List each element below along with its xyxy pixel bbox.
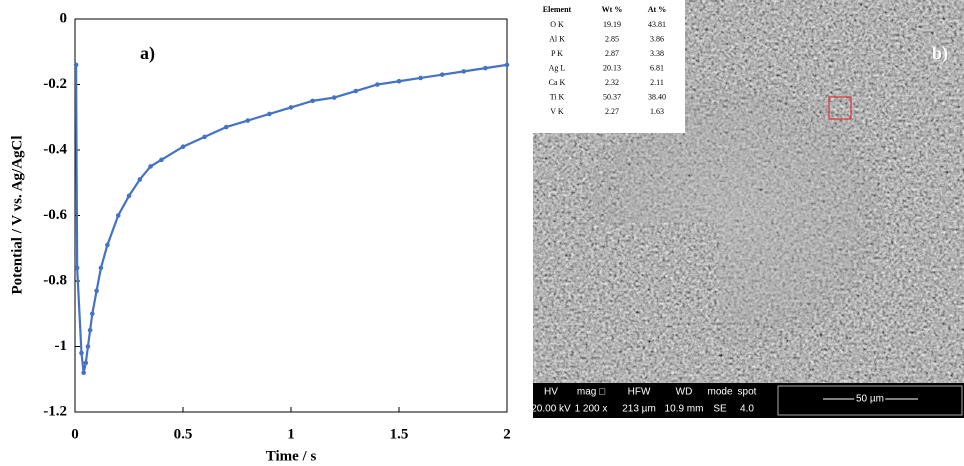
table-cell: 2.11 [650,78,664,87]
table-cell: Ti K [550,92,565,101]
table-cell: 2.27 [605,107,619,116]
data-point [85,344,91,349]
table-cell: 2.85 [605,34,619,43]
y-tick-label: -0.8 [43,272,67,288]
data-point [73,62,79,68]
table-cell: V K [550,107,564,116]
info-value: 20.00 kV [531,404,571,415]
info-label: mode [707,387,732,398]
data-point [98,265,104,271]
data-point [126,193,132,199]
x-tick-label: 0 [71,426,79,442]
data-point [418,75,423,81]
plot-area: 0-0.2-0.4-0.6-0.8-1-1.20 0.5 1 1.5 2 [43,10,511,442]
y-tick-label: -0.2 [43,76,67,92]
data-point [439,72,445,77]
y-tick-label: -1.2 [43,403,67,419]
x-tick-label: 1 [287,426,295,442]
info-label: HV [544,387,558,398]
zoom-box [828,96,852,120]
table-cell: 6.81 [650,63,664,72]
table-cell: 2.87 [605,49,619,58]
data-point [202,134,207,140]
table-cell: 50.37 [603,92,621,101]
data-point [137,177,143,182]
plot-frame [74,18,508,413]
data-point [83,360,89,366]
table-cell: Al K [549,34,565,43]
data-point [353,88,359,94]
info-label: spot [738,387,757,398]
scale-box [777,385,963,416]
data-point [159,157,164,163]
data-point [79,350,84,356]
sem-image: b) Element Wt % At % O K 19.19 43.81 Al K 2.85 3… [531,0,964,418]
data-point [483,65,488,71]
table-cell: 3.38 [650,49,664,58]
table-cell: O K [550,20,564,29]
x-tick-label: 1.5 [390,426,409,442]
data-point [81,370,86,376]
data-point [74,265,80,271]
y-tick-label: -0.6 [43,207,67,223]
y-axis-label: Potential / V vs. Ag/AgCl [9,135,25,294]
info-label: WD [676,387,693,398]
table-cell: 19.19 [603,20,621,29]
data-point [331,95,337,100]
y-tick-label: 0 [60,10,68,26]
data-point [89,311,95,317]
data-point [288,105,294,110]
data-point [267,111,272,117]
info-value: 10.9 mm [665,404,704,415]
data-point [94,288,99,294]
x-axis-label: Time / s [266,448,317,464]
table-cell: Ca K [549,78,566,87]
scale-label: 50 µm [856,394,884,405]
info-value: 4.0 [740,404,754,415]
data-point [105,242,110,248]
data-point [504,62,510,68]
info-bar-text: HV 20.00 kV mag □ 1 200 x HFW 213 µm WD 10.9 mm… [531,387,756,415]
data-point [461,69,467,74]
x-tick-label: 2 [503,426,511,442]
table-cell: 43.81 [648,20,666,29]
x-tick-label: 0.5 [174,426,193,442]
y-tick-label: -0.4 [43,141,67,157]
data-line [74,63,508,373]
table-bg [533,0,685,133]
panel-label: a) [140,43,155,64]
panel-label: b) [932,43,948,64]
info-value: SE [713,404,727,415]
table-cell: 3.86 [650,34,664,43]
data-point [223,124,229,130]
table-cell: Ag L [549,63,566,72]
data-point [245,118,251,123]
table-header: Wt % [602,5,623,14]
info-value: 1 200 x [575,404,608,415]
info-label: mag □ [577,387,605,398]
data-point [310,98,315,104]
table-cell: 38.40 [648,92,666,101]
table-cell: 1.63 [650,107,664,116]
table-header: Element [543,5,572,14]
inset-image [532,222,720,384]
info-label: HFW [628,387,651,398]
table-cell: P K [551,49,563,58]
info-value: 213 µm [622,404,656,415]
eds-table: Element Wt % At % O K 19.19 43.81 Al K 2.85 3.86… [543,5,666,116]
y-tick-label: -1 [55,338,68,354]
data-point [115,213,121,218]
data-point [148,164,153,169]
table-cell: 20.13 [603,63,621,72]
table-cell: 2.32 [605,78,619,87]
data-point [180,144,186,150]
info-bar [533,383,964,418]
data-point [375,82,380,87]
data-point [87,327,93,333]
data-point [396,78,402,84]
table-header: At % [648,5,666,14]
